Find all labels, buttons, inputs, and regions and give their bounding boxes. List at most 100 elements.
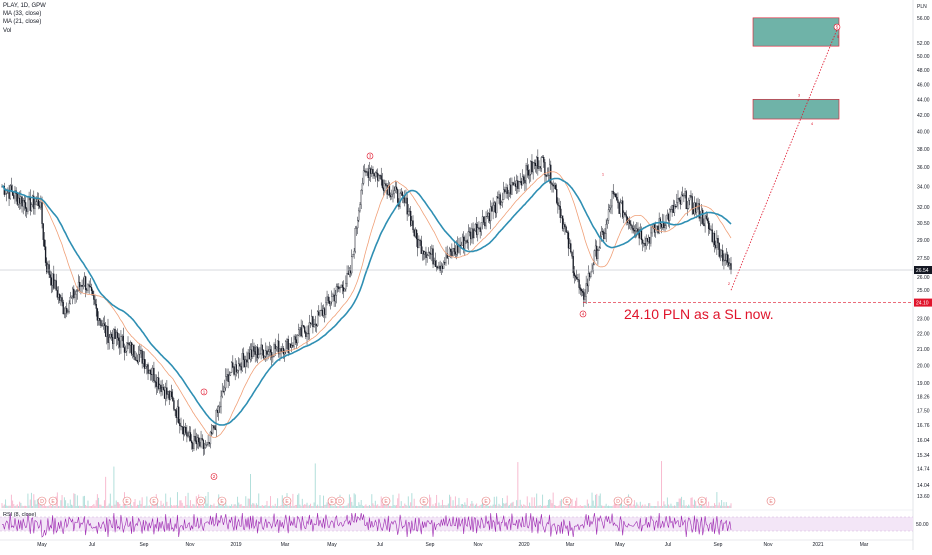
candle-body: [524, 180, 526, 184]
candle-body: [495, 196, 498, 214]
candle: [340, 284, 342, 288]
symbol-title[interactable]: PLAY, 1D, GPW: [3, 3, 46, 9]
event-marker-label: E: [384, 499, 388, 505]
candle: [531, 154, 533, 175]
candle: [480, 222, 482, 236]
volume-bar: [238, 502, 240, 508]
price-tick-label: 17.50: [917, 409, 930, 415]
volume-bar: [106, 505, 108, 508]
event-marker-label: E: [422, 499, 426, 505]
candle: [239, 358, 241, 367]
candle-body: [149, 370, 152, 375]
volume-bar: [41, 505, 43, 508]
volume-bar: [214, 506, 216, 508]
volume-bar: [220, 505, 222, 508]
candle-body: [548, 164, 551, 176]
volume-bar: [367, 505, 369, 508]
candle-body: [558, 205, 560, 207]
volume-bar: [571, 498, 573, 508]
ma21-legend[interactable]: MA (21, close): [3, 19, 42, 26]
volume-bar: [456, 505, 458, 508]
candle-body: [433, 260, 435, 265]
candle: [220, 390, 222, 414]
event-marker-label: E: [220, 499, 224, 505]
volume-bar: [36, 499, 38, 508]
candle-body: [163, 389, 166, 399]
volume-bar: [365, 504, 367, 508]
stop-loss-annotation[interactable]: 24.10 PLN as a SL now.: [624, 306, 774, 322]
volume-bar: [233, 504, 235, 508]
volume-bar: [399, 505, 401, 508]
volume-bar: [479, 505, 481, 508]
volume-bar: [237, 496, 239, 508]
candle-body: [351, 256, 353, 274]
candle: [114, 326, 116, 339]
candle-body: [539, 166, 541, 169]
candle: [498, 190, 500, 204]
volume-bar: [507, 505, 509, 508]
volume-bar: [664, 504, 666, 508]
volume-bar: [379, 505, 381, 508]
volume-bar: [359, 504, 361, 508]
candle-body: [229, 372, 232, 376]
volume-bar: [287, 505, 289, 508]
candle-body: [444, 262, 446, 264]
candle: [295, 334, 298, 349]
candle: [50, 271, 53, 294]
volume-bar: [202, 505, 204, 508]
candle-body: [657, 225, 659, 234]
volume-bar: [298, 493, 300, 508]
candle: [312, 315, 314, 334]
volume-bar: [266, 500, 268, 508]
candle: [643, 242, 645, 248]
volume-bar: [273, 505, 275, 508]
candle-body: [176, 406, 179, 419]
candle: [544, 159, 546, 184]
volume-bar: [536, 493, 538, 508]
candle-body: [16, 193, 18, 205]
volume-bar: [452, 500, 454, 508]
candle: [194, 428, 196, 443]
candle: [155, 374, 157, 395]
candle: [510, 177, 512, 199]
candle: [584, 289, 586, 303]
candle-body: [530, 161, 532, 175]
candle: [554, 182, 557, 190]
candle: [147, 362, 149, 380]
volume-bar: [572, 505, 574, 508]
candle: [364, 163, 366, 173]
candle-body: [198, 437, 200, 443]
volume-bar: [575, 500, 577, 508]
ma33-legend[interactable]: MA (33, close): [3, 11, 42, 18]
candle: [235, 360, 238, 377]
volume-bar: [496, 496, 498, 508]
volume-bar: [652, 505, 654, 508]
candle-body: [604, 233, 606, 239]
candle-body: [70, 295, 73, 298]
candle: [707, 217, 710, 236]
rsi-legend[interactable]: RSI (8, close): [3, 512, 37, 518]
candle-body: [26, 208, 28, 212]
event-marker-circle: [217, 496, 227, 506]
candle-body: [415, 229, 418, 240]
volume-bar: [312, 505, 314, 508]
volume-bar: [598, 495, 600, 508]
candle: [387, 180, 389, 196]
volume-bar: [344, 505, 346, 508]
candle-body: [56, 290, 59, 298]
rsi-line: [1, 512, 732, 538]
candle: [233, 366, 235, 377]
candle-body: [279, 348, 281, 355]
volume-legend[interactable]: Vol: [3, 27, 12, 34]
volume-bar: [17, 505, 19, 508]
candle-body: [346, 273, 348, 284]
volume-bar: [394, 505, 396, 508]
candle: [262, 349, 265, 360]
candle: [428, 251, 431, 260]
volume-bar: [596, 493, 598, 508]
candle: [678, 197, 680, 202]
candle: [570, 239, 572, 254]
candle: [413, 228, 415, 238]
